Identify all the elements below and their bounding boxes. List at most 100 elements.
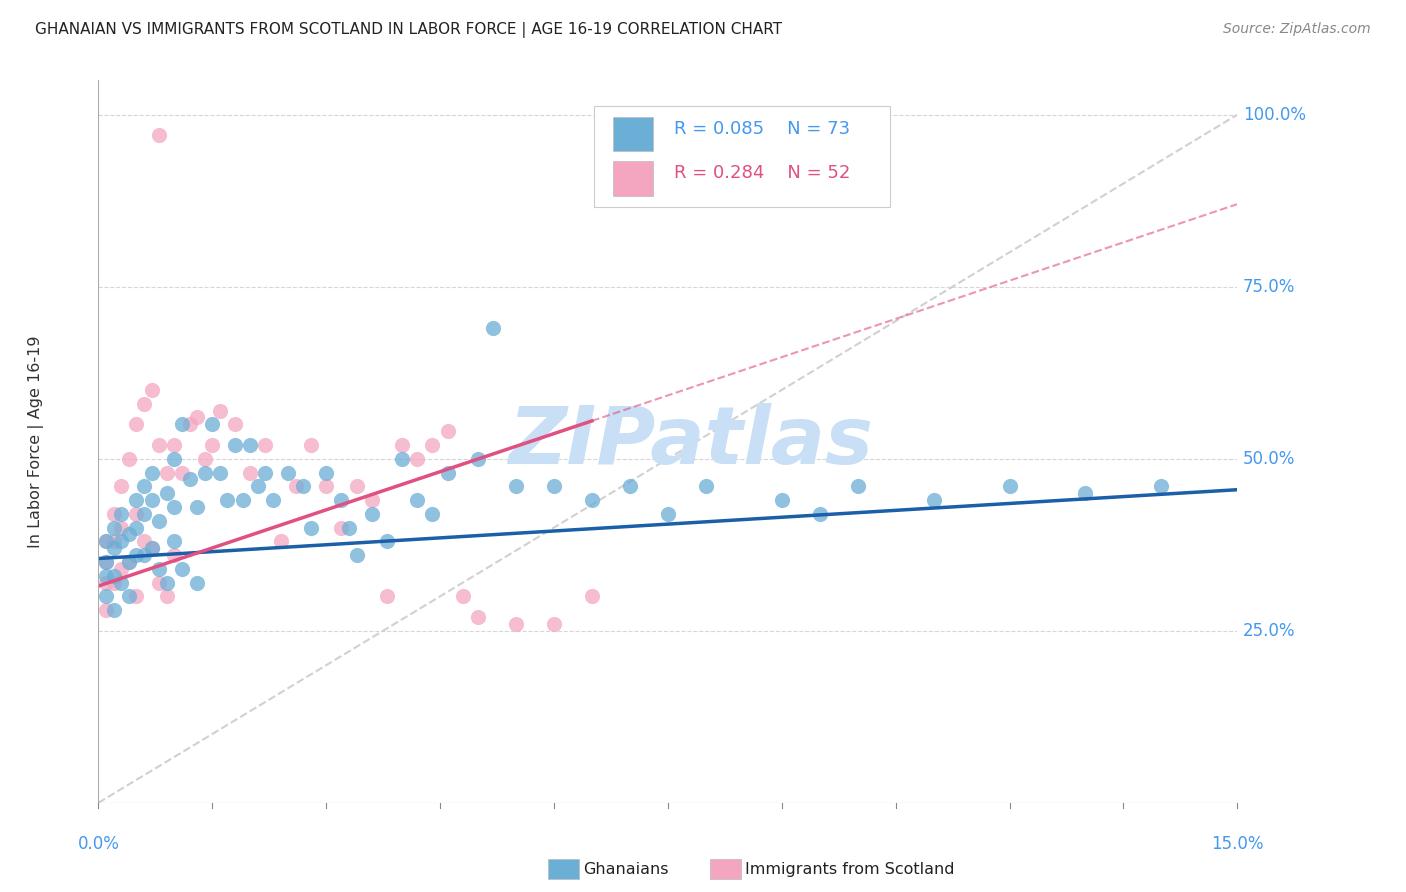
Point	[1150, 479, 1173, 493]
Point	[94, 555, 117, 569]
Point	[141, 383, 163, 397]
Point	[170, 466, 193, 480]
Bar	[613, 161, 652, 195]
Point	[201, 438, 224, 452]
Point	[186, 500, 208, 514]
Point	[94, 575, 117, 590]
Point	[103, 603, 125, 617]
Point	[156, 590, 179, 604]
Text: 25.0%: 25.0%	[1243, 622, 1295, 640]
Point	[103, 534, 125, 549]
Point	[581, 493, 603, 508]
Point	[148, 128, 170, 143]
Text: GHANAIAN VS IMMIGRANTS FROM SCOTLAND IN LABOR FORCE | AGE 16-19 CORRELATION CHAR: GHANAIAN VS IMMIGRANTS FROM SCOTLAND IN …	[35, 22, 782, 38]
Point	[125, 417, 148, 432]
Point	[148, 562, 170, 576]
Point	[360, 493, 382, 508]
Point	[103, 541, 125, 556]
Point	[239, 438, 262, 452]
Point	[179, 417, 201, 432]
Point	[422, 438, 444, 452]
FancyBboxPatch shape	[593, 105, 890, 207]
Point	[156, 486, 179, 500]
Text: Immigrants from Scotland: Immigrants from Scotland	[745, 863, 955, 877]
Point	[170, 562, 193, 576]
Point	[436, 466, 458, 480]
Text: Ghanaians: Ghanaians	[583, 863, 669, 877]
Point	[194, 466, 217, 480]
Point	[657, 507, 679, 521]
Point	[179, 472, 201, 486]
Point	[163, 451, 186, 466]
Point	[770, 493, 793, 508]
Point	[141, 541, 163, 556]
Point	[163, 534, 186, 549]
Point	[436, 424, 458, 438]
Text: 50.0%: 50.0%	[1243, 450, 1295, 467]
Point	[103, 568, 125, 582]
Point	[132, 507, 155, 521]
Point	[467, 451, 489, 466]
Point	[141, 541, 163, 556]
Point	[156, 466, 179, 480]
Point	[543, 479, 565, 493]
Point	[103, 575, 125, 590]
Text: In Labor Force | Age 16-19: In Labor Force | Age 16-19	[28, 335, 44, 548]
Point	[299, 438, 322, 452]
Text: 75.0%: 75.0%	[1243, 277, 1295, 296]
Point	[110, 562, 132, 576]
Point	[922, 493, 945, 508]
Point	[125, 520, 148, 534]
Point	[110, 534, 132, 549]
Point	[224, 417, 246, 432]
Point	[163, 548, 186, 562]
Point	[125, 548, 148, 562]
Point	[695, 479, 717, 493]
Point	[201, 417, 224, 432]
Point	[132, 548, 155, 562]
Point	[254, 438, 277, 452]
Point	[505, 616, 527, 631]
Point	[262, 493, 284, 508]
Text: Source: ZipAtlas.com: Source: ZipAtlas.com	[1223, 22, 1371, 37]
Point	[224, 438, 246, 452]
Point	[141, 493, 163, 508]
Point	[619, 479, 641, 493]
Point	[270, 534, 292, 549]
Point	[94, 534, 117, 549]
Point	[846, 479, 869, 493]
Point	[118, 590, 141, 604]
Point	[375, 590, 398, 604]
Text: 15.0%: 15.0%	[1211, 835, 1264, 854]
Text: 100.0%: 100.0%	[1243, 105, 1306, 124]
Point	[110, 575, 132, 590]
Point	[337, 520, 360, 534]
Point	[110, 520, 132, 534]
Point	[110, 479, 132, 493]
Point	[391, 438, 413, 452]
Text: ZIPatlas: ZIPatlas	[508, 402, 873, 481]
Point	[118, 555, 141, 569]
Point	[232, 493, 254, 508]
Point	[148, 575, 170, 590]
Point	[132, 479, 155, 493]
Point	[141, 466, 163, 480]
Point	[170, 417, 193, 432]
Point	[422, 507, 444, 521]
Point	[132, 534, 155, 549]
Point	[330, 520, 353, 534]
Point	[543, 616, 565, 631]
Point	[118, 555, 141, 569]
Point	[125, 507, 148, 521]
Point	[194, 451, 217, 466]
Point	[360, 507, 382, 521]
Point	[998, 479, 1021, 493]
Bar	[613, 117, 652, 152]
Point	[94, 534, 117, 549]
Point	[346, 548, 368, 562]
Point	[118, 451, 141, 466]
Point	[156, 575, 179, 590]
Point	[467, 610, 489, 624]
Point	[346, 479, 368, 493]
Text: 0.0%: 0.0%	[77, 835, 120, 854]
